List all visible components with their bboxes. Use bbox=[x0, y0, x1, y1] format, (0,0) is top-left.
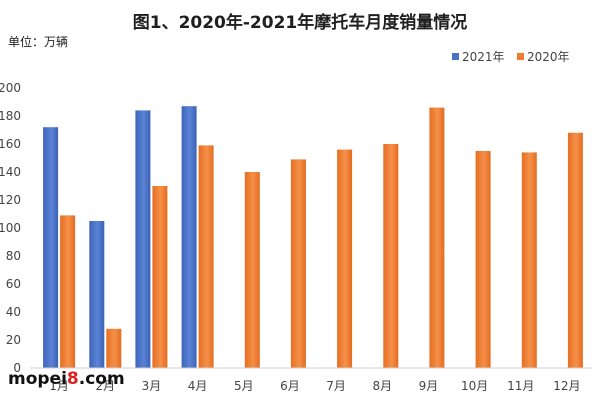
legend-swatch-2020 bbox=[517, 53, 524, 60]
bar-2020-10 bbox=[475, 151, 491, 368]
x-tick-label: 1月 bbox=[49, 379, 69, 393]
x-tick-label: 8月 bbox=[372, 379, 392, 393]
x-tick-label: 11月 bbox=[507, 379, 534, 393]
chart-title: 图1、2020年-2021年摩托车月度销量情况 bbox=[133, 12, 468, 33]
y-tick-label: 120 bbox=[0, 193, 21, 207]
legend-label-2021: 2021年 bbox=[462, 50, 505, 64]
y-tick-label: 180 bbox=[0, 109, 21, 123]
watermark-suffix: .com bbox=[79, 369, 125, 389]
bar-2021-2 bbox=[89, 221, 105, 368]
bar-2020-8 bbox=[383, 144, 399, 368]
y-tick-label: 40 bbox=[6, 305, 21, 319]
bar-2021-4 bbox=[181, 106, 197, 368]
bars bbox=[43, 106, 583, 369]
bar-2020-4 bbox=[198, 145, 214, 368]
bar-2020-9 bbox=[429, 107, 445, 368]
bar-2020-2 bbox=[106, 328, 122, 368]
bar-2020-5 bbox=[244, 172, 260, 368]
unit-label: 单位：万辆 bbox=[8, 34, 68, 49]
x-tick-label: 9月 bbox=[419, 379, 439, 393]
bar-2020-1 bbox=[60, 215, 76, 368]
y-tick-label: 200 bbox=[0, 81, 21, 95]
bar-2021-3 bbox=[135, 110, 151, 369]
x-tick-label: 7月 bbox=[326, 379, 346, 393]
watermark-accent: 8 bbox=[67, 369, 79, 389]
y-tick-label: 100 bbox=[0, 221, 21, 235]
x-tick-label: 4月 bbox=[188, 379, 208, 393]
x-tick-label: 6月 bbox=[280, 379, 300, 393]
y-tick-label: 20 bbox=[6, 333, 21, 347]
bar-2020-6 bbox=[290, 159, 306, 368]
y-tick-label: 160 bbox=[0, 137, 21, 151]
x-tick-label: 2月 bbox=[95, 379, 115, 393]
bar-2021-1 bbox=[43, 127, 59, 368]
legend-swatch-2021 bbox=[452, 53, 459, 60]
y-tick-label: 140 bbox=[0, 165, 21, 179]
legend: 2021年 2020年 bbox=[452, 50, 570, 64]
x-axis-ticks: 1月 2月 3月 4月 5月 6月 7月 8月 9月 10月 11月 12月 bbox=[49, 379, 580, 393]
watermark-prefix: mopei bbox=[8, 369, 67, 389]
y-axis-ticks: 0 20 40 60 80 100 120 140 160 180 200 bbox=[0, 81, 21, 375]
y-tick-label: 60 bbox=[6, 277, 21, 291]
x-tick-label: 12月 bbox=[553, 379, 580, 393]
legend-label-2020: 2020年 bbox=[527, 50, 570, 64]
bar-2020-11 bbox=[521, 152, 537, 368]
bar-2020-7 bbox=[337, 149, 353, 368]
y-tick-label: 0 bbox=[13, 361, 21, 375]
y-tick-label: 80 bbox=[6, 249, 21, 263]
x-tick-label: 5月 bbox=[234, 379, 254, 393]
bar-2020-12 bbox=[567, 132, 583, 368]
x-tick-label: 3月 bbox=[142, 379, 162, 393]
watermark: mopei8.com bbox=[8, 369, 125, 389]
x-tick-label: 10月 bbox=[461, 379, 488, 393]
bar-2020-3 bbox=[152, 186, 168, 368]
